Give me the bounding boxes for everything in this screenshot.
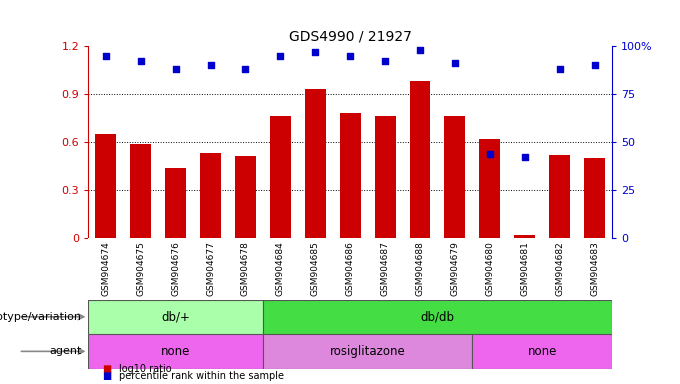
Text: GSM904678: GSM904678 [241, 241, 250, 296]
Text: GSM904686: GSM904686 [345, 241, 355, 296]
Bar [584, 158, 605, 238]
Bar [88, 300, 263, 334]
Bar [263, 300, 612, 334]
Text: db/db: db/db [420, 310, 454, 323]
Text: rosiglitazone: rosiglitazone [330, 345, 405, 358]
Text: GSM904683: GSM904683 [590, 241, 599, 296]
Bar [95, 134, 116, 238]
Bar [235, 157, 256, 238]
Text: ■: ■ [102, 364, 112, 374]
Text: GSM904685: GSM904685 [311, 241, 320, 296]
Point [310, 49, 321, 55]
Text: none: none [161, 345, 190, 358]
Point [170, 66, 181, 72]
Bar [375, 116, 396, 238]
Point [554, 66, 565, 72]
Title: GDS4990 / 21927: GDS4990 / 21927 [289, 30, 411, 43]
Text: agent: agent [49, 346, 82, 356]
Bar [340, 113, 360, 238]
Text: GSM904681: GSM904681 [520, 241, 529, 296]
Point [240, 66, 251, 72]
Text: GSM904679: GSM904679 [450, 241, 460, 296]
Text: GSM904684: GSM904684 [276, 241, 285, 296]
Bar [200, 153, 221, 238]
Point [415, 47, 426, 53]
Text: log10 ratio: log10 ratio [119, 364, 171, 374]
Text: GSM904676: GSM904676 [171, 241, 180, 296]
Point [101, 53, 112, 59]
Point [449, 60, 460, 66]
Point [345, 53, 356, 59]
Bar [473, 334, 612, 369]
Text: GSM904674: GSM904674 [101, 241, 110, 296]
Text: GSM904680: GSM904680 [486, 241, 494, 296]
Bar [165, 168, 186, 238]
Text: ■: ■ [102, 371, 112, 381]
Point [520, 154, 530, 161]
Text: db/+: db/+ [161, 310, 190, 323]
Bar [270, 116, 291, 238]
Bar [263, 334, 473, 369]
Point [484, 151, 495, 157]
Text: genotype/variation: genotype/variation [0, 312, 82, 322]
Bar [514, 235, 535, 238]
Text: GSM904677: GSM904677 [206, 241, 215, 296]
Bar [479, 139, 500, 238]
Text: GSM904688: GSM904688 [415, 241, 424, 296]
Text: none: none [528, 345, 557, 358]
Bar [409, 81, 430, 238]
Text: percentile rank within the sample: percentile rank within the sample [119, 371, 284, 381]
Bar [445, 116, 465, 238]
Text: GSM904675: GSM904675 [136, 241, 146, 296]
Text: GSM904687: GSM904687 [381, 241, 390, 296]
Point [589, 62, 600, 68]
Bar [549, 155, 570, 238]
Point [379, 58, 390, 65]
Bar [131, 144, 151, 238]
Text: GSM904682: GSM904682 [555, 241, 564, 296]
Point [205, 62, 216, 68]
Bar [88, 334, 263, 369]
Point [135, 58, 146, 65]
Point [275, 53, 286, 59]
Bar [305, 89, 326, 238]
